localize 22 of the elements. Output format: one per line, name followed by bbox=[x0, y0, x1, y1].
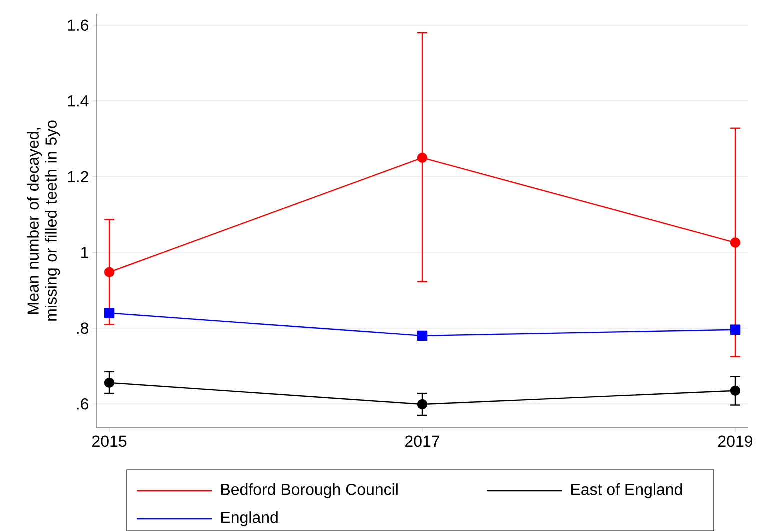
point bbox=[417, 152, 428, 164]
point bbox=[730, 386, 741, 396]
point bbox=[104, 308, 115, 318]
legend-label: East of England bbox=[572, 484, 682, 498]
y-tick-label: .6 bbox=[77, 398, 89, 410]
y-tick-label: 1.4 bbox=[68, 96, 89, 107]
x-tick-label: 2017 bbox=[406, 436, 440, 448]
y-tick-label: .8 bbox=[77, 322, 89, 334]
point bbox=[417, 330, 428, 342]
x-tick-label: 2015 bbox=[92, 436, 127, 448]
point bbox=[104, 267, 115, 278]
y-axis-title: Mean number of decayed, missing or filled teeth in 5yo bbox=[27, 120, 60, 321]
legend-label: Bedford Borough Council bbox=[222, 484, 398, 498]
y-tick-label: 1.6 bbox=[68, 20, 89, 32]
point bbox=[730, 238, 741, 248]
point bbox=[104, 378, 115, 388]
x-tick-label: 2019 bbox=[718, 436, 753, 448]
y-tick-label: 1.2 bbox=[68, 171, 88, 182]
point bbox=[730, 324, 741, 335]
point bbox=[417, 399, 428, 410]
y-tick-label: 1 bbox=[82, 247, 88, 258]
legend-label: England bbox=[222, 512, 278, 526]
